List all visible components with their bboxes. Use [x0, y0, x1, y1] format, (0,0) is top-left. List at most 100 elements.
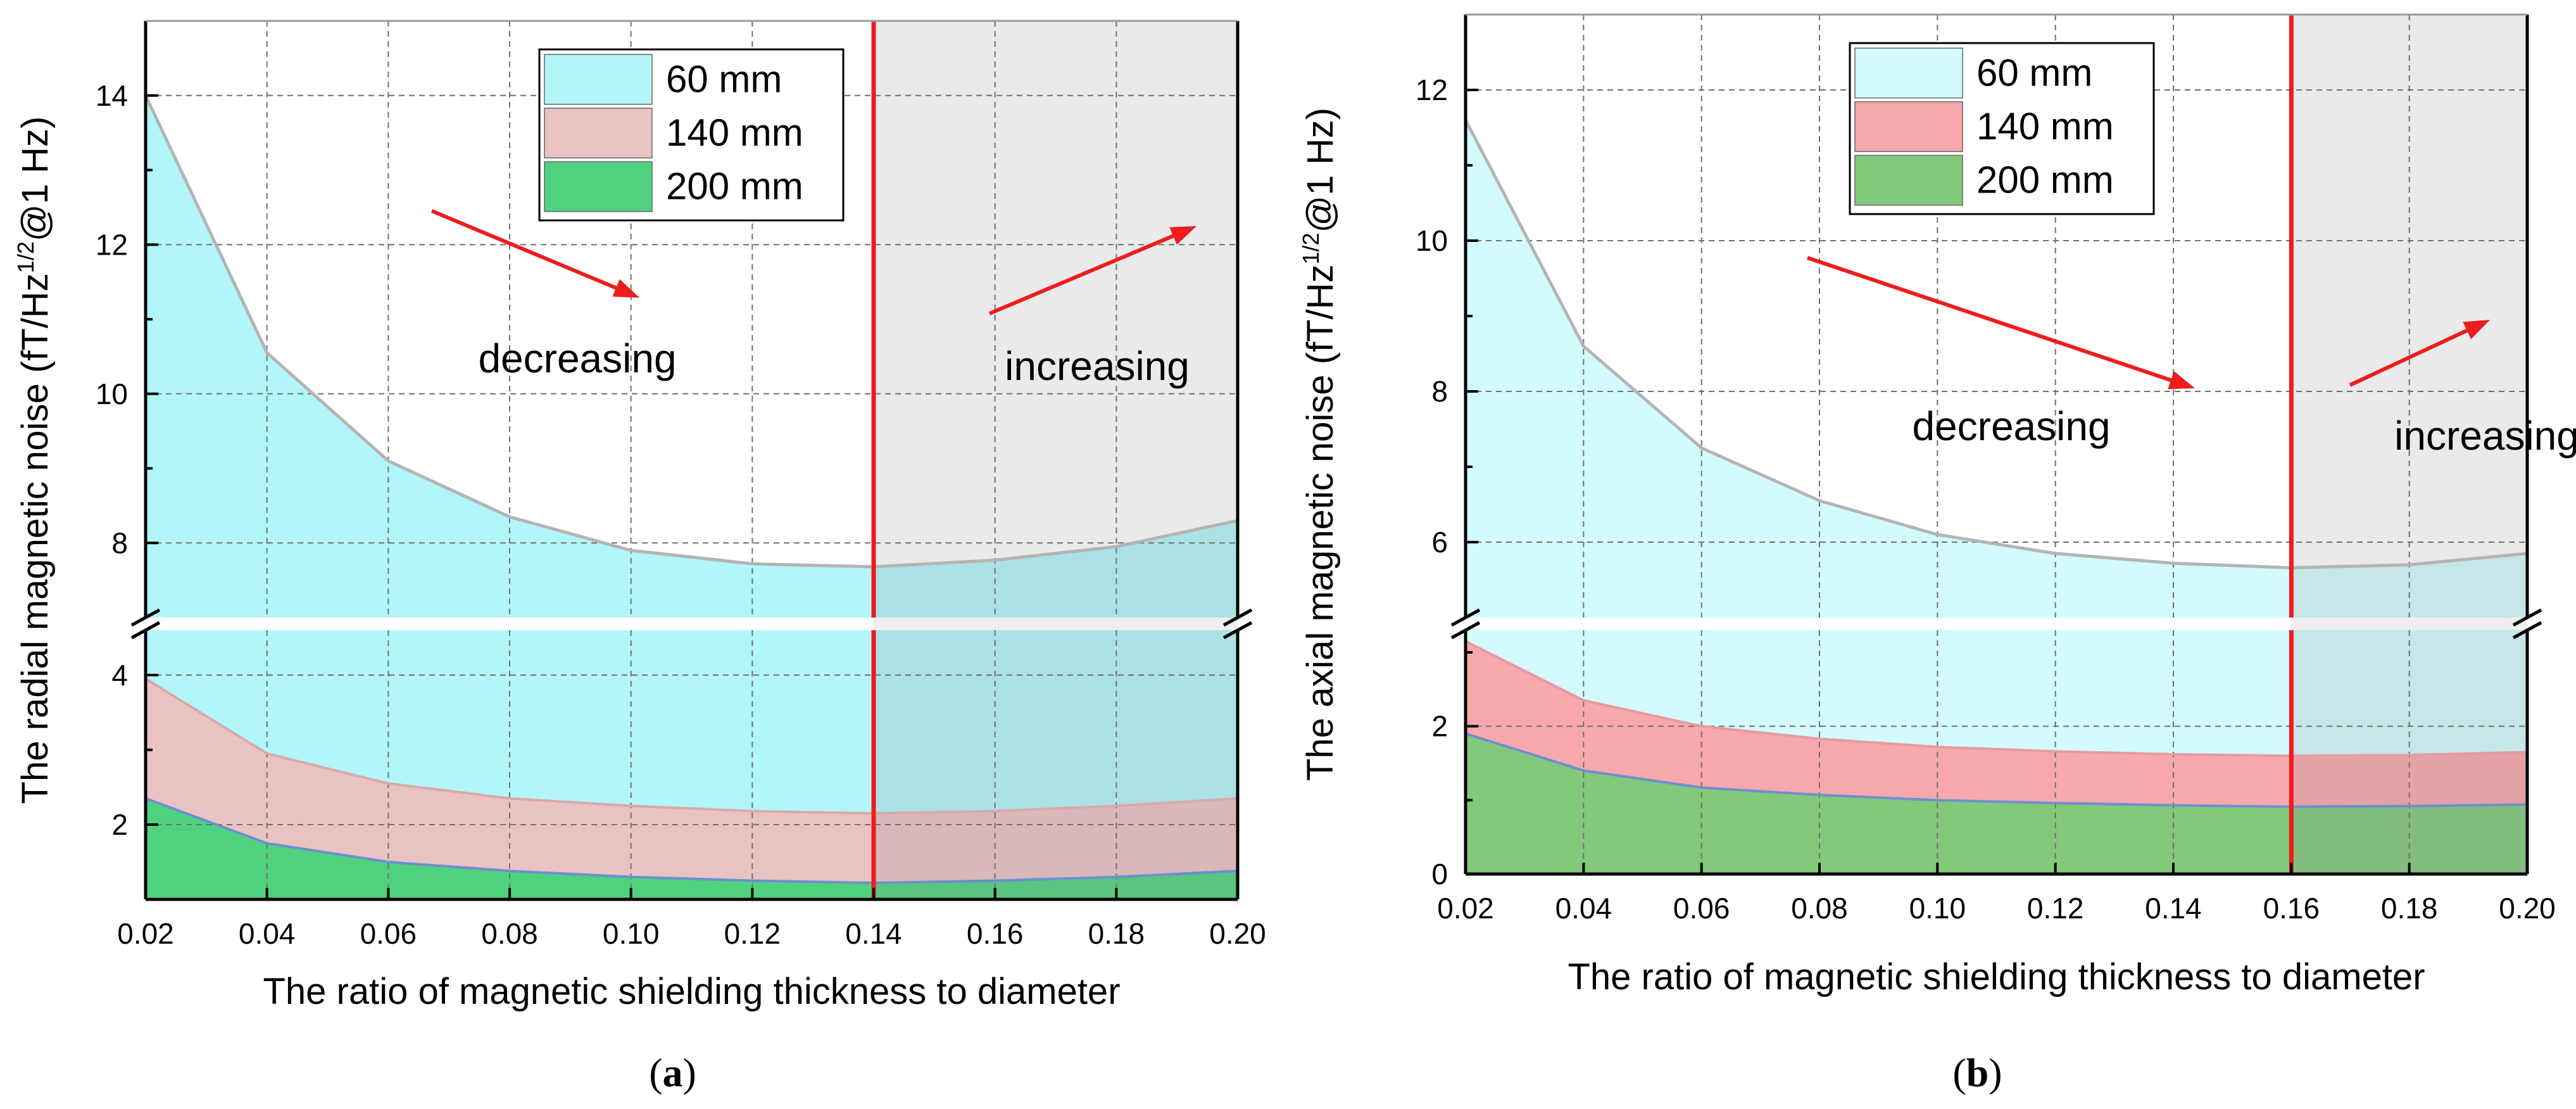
axis-break-mark — [2512, 621, 2542, 640]
axis-break-mark — [130, 608, 161, 627]
y-tick-label: 10 — [96, 377, 128, 410]
legend: 60 mm 140 mm 200 mm — [538, 48, 845, 222]
legend-swatch — [1854, 101, 1963, 153]
caption-letter: a — [663, 1050, 683, 1095]
panel-caption: (a) — [649, 1050, 696, 1095]
legend-label: 140 mm — [1976, 105, 2114, 148]
gridlines — [1466, 15, 2527, 874]
increasing-arrow-shaft — [988, 234, 1174, 315]
y-axis-title-superscript: 1/2 — [13, 241, 39, 273]
gridlines — [146, 21, 1238, 899]
area-140mm — [146, 678, 1238, 884]
y-tick-label: 0 — [1431, 858, 1448, 890]
y-axis-title: The axial magnetic noise (fT/Hz1/2@1 Hz) — [1298, 108, 1341, 781]
x-tick-label: 0.18 — [1088, 917, 1145, 950]
ticks — [1464, 89, 2529, 874]
area-200mm — [1466, 733, 2527, 874]
axis-break-mark — [1222, 621, 1253, 640]
line-140mm — [144, 678, 1238, 815]
y-axis-title: The radial magnetic noise (fT/Hz1/2@1 Hz… — [13, 117, 56, 804]
x-tick-label: 0.12 — [2027, 892, 2084, 925]
line-140mm — [1465, 640, 2528, 757]
chart-panel-a: 0.02 0.04 0.06 0.08 0.10 0.12 0.14 0.16 0.18 0.20… — [0, 0, 1285, 1109]
y-tick-label: 2 — [111, 808, 128, 841]
legend-swatch — [544, 54, 653, 105]
decreasing-arrow-shaft — [1807, 256, 2172, 383]
area-140mm — [1466, 641, 2527, 807]
axis-break-mark — [1450, 608, 1481, 627]
increasing-arrow-shaft — [2349, 329, 2468, 387]
ticks — [144, 94, 1239, 899]
legend-swatch — [1854, 48, 1963, 99]
axis-break-gap — [1463, 618, 2530, 630]
panel-caption: (b) — [1952, 1050, 2002, 1095]
legend-label: 140 mm — [666, 111, 803, 154]
y-tick-label: 2 — [1431, 710, 1448, 743]
caption-paren: ( — [649, 1050, 662, 1095]
decreasing-arrow-head — [2168, 371, 2195, 390]
legend-label: 60 mm — [1976, 51, 2092, 94]
x-tick-label: 0.20 — [1209, 917, 1266, 950]
area-200mm — [146, 798, 1238, 899]
x-tick-label: 0.14 — [845, 917, 902, 950]
x-tick-label: 0.12 — [724, 917, 781, 950]
x-tick-label: 0.08 — [481, 917, 538, 950]
y-tick-label: 8 — [111, 526, 128, 559]
decreasing-arrow-shaft — [430, 209, 617, 290]
area-60mm-lower — [1466, 630, 2527, 756]
legend-swatch — [544, 161, 653, 212]
axis-break-gap-shaded — [2291, 618, 2527, 630]
annotation-decreasing: decreasing — [1912, 403, 2110, 449]
legend-label: 200 mm — [666, 165, 803, 208]
x-tick-label: 0.20 — [2499, 892, 2556, 925]
y-tick-label: 6 — [1431, 526, 1448, 559]
y-tick-label: 12 — [96, 228, 128, 261]
x-tick-label: 0.04 — [239, 917, 296, 950]
x-tick-label: 0.16 — [2263, 892, 2320, 925]
x-tick-label: 0.04 — [1555, 892, 1612, 925]
area-60mm-lower — [146, 630, 1238, 814]
axis-break-mark — [1222, 608, 1253, 627]
x-tick-label: 0.08 — [1791, 892, 1848, 925]
x-tick-label: 0.02 — [1437, 892, 1494, 925]
axis-break-mark — [2512, 608, 2542, 627]
x-tick-label: 0.10 — [1909, 892, 1966, 925]
legend-label: 60 mm — [666, 58, 782, 100]
increasing-region-shade — [874, 21, 1238, 899]
y-tick-label: 12 — [1416, 73, 1448, 106]
annotation-decreasing: decreasing — [478, 336, 676, 381]
x-tick-label: 0.16 — [967, 917, 1024, 950]
annotation-increasing: increasing — [2394, 413, 2576, 459]
legend-label: 200 mm — [1976, 159, 2114, 201]
chart-svg-a: 0.02 0.04 0.06 0.08 0.10 0.12 0.14 0.16 0.18 0.20… — [13, 20, 1266, 1095]
line-200mm — [145, 797, 1238, 885]
y-axis-title-part: The axial magnetic noise (fT/Hz — [1300, 264, 1341, 781]
x-tick-label: 0.06 — [360, 917, 417, 950]
x-tick-label: 0.02 — [117, 917, 174, 950]
caption-paren: ( — [1952, 1050, 1966, 1095]
increasing-arrow-head — [2463, 320, 2490, 339]
axis-break-mark — [130, 621, 161, 640]
x-axis-title: The ratio of magnetic shielding thicknes… — [263, 971, 1120, 1012]
x-tick-label: 0.10 — [603, 917, 660, 950]
line-200mm — [1465, 732, 2528, 808]
y-tick-label: 14 — [96, 79, 128, 112]
y-axis-title-part: The radial magnetic noise (fT/Hz — [15, 273, 56, 804]
caption-letter: b — [1966, 1050, 1989, 1095]
legend-swatch — [1854, 155, 1963, 206]
caption-paren: ) — [1989, 1050, 2002, 1095]
y-axis-title-part: @1 Hz) — [1300, 108, 1341, 232]
annotation-increasing: increasing — [1005, 343, 1190, 389]
line-60mm — [144, 94, 1238, 569]
x-tick-label: 0.18 — [2381, 892, 2438, 925]
increasing-arrow-head — [1169, 226, 1197, 245]
chart-panel-b: 0.02 0.04 0.06 0.08 0.10 0.12 0.14 0.16 0.18 0.20… — [1285, 0, 2576, 1109]
y-tick-label: 8 — [1431, 375, 1448, 408]
x-axis-title: The ratio of magnetic shielding thicknes… — [1568, 956, 2425, 998]
caption-paren: ) — [683, 1050, 696, 1095]
y-tick-label: 10 — [1416, 224, 1448, 257]
legend-swatch — [544, 107, 653, 159]
y-axis-title-part: @1 Hz) — [15, 117, 56, 241]
area-60mm-upper — [146, 95, 1238, 618]
y-tick-label: 4 — [111, 659, 128, 692]
